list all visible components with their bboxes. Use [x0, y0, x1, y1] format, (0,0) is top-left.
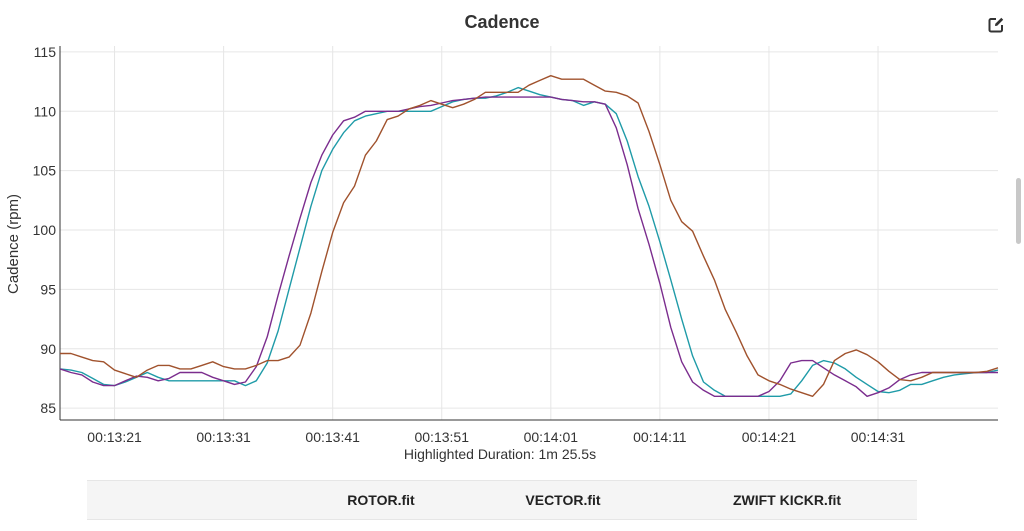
highlighted-duration: Highlighted Duration: 1m 25.5s: [403, 446, 597, 462]
cadence-chart[interactable]: 85 90 95 100 105 110 115 00:13:21 00:13:31 00:13:…: [0, 0, 1010, 470]
grid-lines: [60, 46, 998, 420]
series-line-3[interactable]: [60, 74, 999, 397]
legend-rotor[interactable]: ROTOR.fit: [347, 492, 415, 508]
y-tick-label: 115: [34, 44, 57, 60]
x-tick-label: 00:14:31: [851, 429, 906, 445]
chart-title: Cadence: [464, 12, 540, 32]
axes: [59, 46, 998, 421]
y-axis-label: Cadence (rpm): [5, 194, 22, 294]
x-tick-label: 00:14:11: [633, 429, 687, 445]
page-scrollbar[interactable]: [1016, 178, 1021, 244]
series-line-2[interactable]: [59, 96, 998, 397]
x-tick-label: 00:13:41: [305, 429, 360, 445]
legend-table: ROTOR.fit VECTOR.fit ZWIFT KICKR.fit: [87, 480, 917, 520]
tick-labels: 85 90 95 100 105 110 115 00:13:21 00:13:31 00:13:…: [33, 44, 906, 445]
edit-icon[interactable]: [987, 16, 1005, 34]
legend-zwift-kickr[interactable]: ZWIFT KICKR.fit: [732, 492, 842, 508]
y-tick-label: 100: [33, 222, 57, 238]
series-line-1[interactable]: [59, 86, 999, 397]
y-tick-label: 90: [40, 341, 56, 357]
y-tick-label: 105: [33, 163, 57, 179]
y-tick-label: 95: [40, 281, 56, 297]
x-tick-label: 00:13:21: [87, 429, 142, 445]
x-tick-label: 00:14:01: [524, 429, 579, 445]
x-tick-label: 00:13:31: [196, 429, 251, 445]
series-lines: [59, 74, 999, 397]
x-tick-label: 00:13:51: [414, 429, 469, 445]
x-tick-label: 00:14:21: [742, 429, 797, 445]
y-tick-label: 85: [40, 400, 56, 416]
legend-vector[interactable]: VECTOR.fit: [525, 492, 601, 508]
y-tick-label: 110: [34, 103, 57, 119]
